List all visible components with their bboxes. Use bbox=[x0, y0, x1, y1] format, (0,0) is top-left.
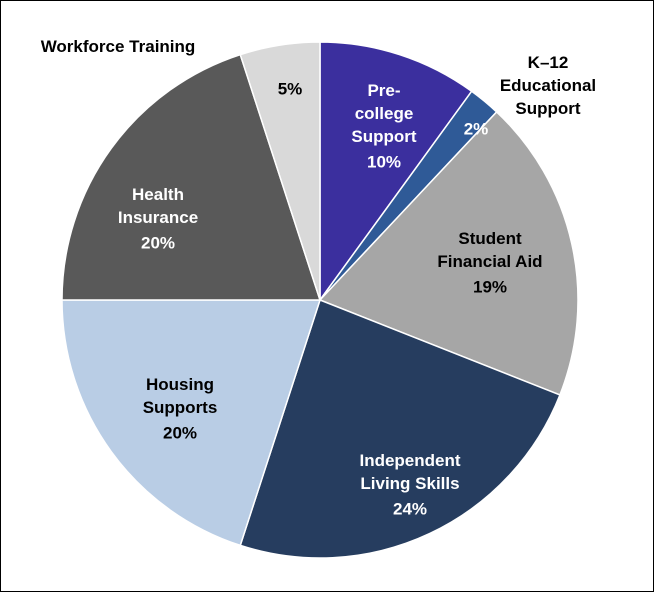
pie-slice bbox=[318, 110, 579, 396]
value-label: 2% bbox=[464, 119, 489, 138]
slice-label: Workforce Training bbox=[41, 37, 196, 56]
value-label: 20% bbox=[141, 233, 175, 252]
slice-label: Health Insurance bbox=[118, 185, 198, 227]
value-label: 5% bbox=[278, 79, 303, 98]
slice-label: Pre-college Support bbox=[351, 81, 416, 146]
value-label: 10% bbox=[367, 152, 401, 171]
value-label: 24% bbox=[393, 499, 427, 518]
pie-slice bbox=[61, 299, 322, 547]
slice-label: Independent Living Skills bbox=[359, 451, 460, 493]
value-label: 19% bbox=[473, 277, 507, 296]
slice-label: Housing Supports bbox=[143, 375, 218, 417]
pie-slice bbox=[61, 53, 322, 301]
value-label: 20% bbox=[163, 423, 197, 442]
pie-slice bbox=[239, 299, 561, 559]
pie-slice bbox=[239, 41, 321, 301]
slice-label: K–12 Educational Support bbox=[500, 53, 596, 118]
pie-slice bbox=[319, 41, 473, 303]
slice-label: Student Financial Aid bbox=[437, 229, 542, 271]
